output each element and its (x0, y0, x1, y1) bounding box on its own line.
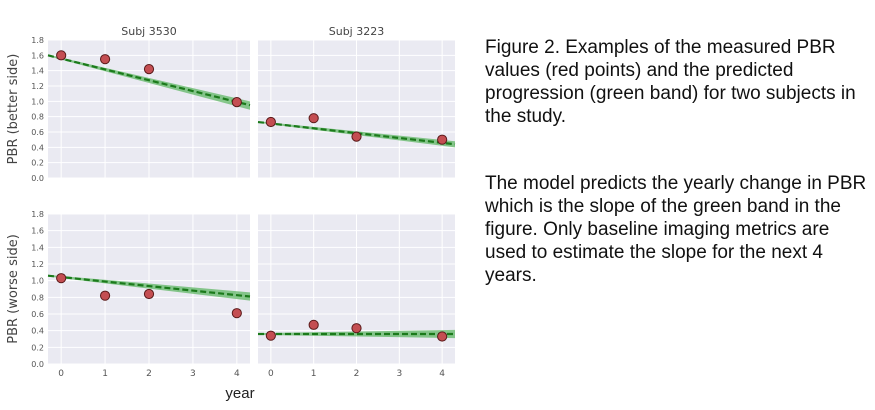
measured-point (143, 64, 155, 75)
y-tick-label: 0.2 (31, 343, 44, 352)
measured-point (265, 116, 276, 128)
measured-point (437, 134, 448, 145)
x-axis-label: year (225, 385, 254, 402)
y-tick-label: 1.6 (31, 51, 44, 60)
measured-point (99, 54, 111, 65)
y-tick-label: 1.0 (31, 277, 44, 286)
x-tick-label: 0 (58, 369, 64, 379)
caption-paragraph-2: The model predicts the yearly change in … (485, 173, 867, 286)
measured-point (308, 319, 319, 330)
y-tick-label: 0.4 (31, 143, 44, 152)
measured-point (265, 330, 276, 341)
measured-point (56, 273, 67, 284)
measured-point (143, 288, 155, 300)
x-tick-label: 2 (354, 369, 360, 379)
y-tick-label: 0.0 (31, 174, 44, 183)
measured-point (351, 323, 362, 334)
y-tick-label: 0.4 (31, 327, 44, 336)
measured-point (231, 308, 242, 319)
y-tick-label: 0.0 (31, 360, 44, 369)
y-tick-label: 1.8 (31, 36, 44, 45)
x-tick-label: 3 (190, 369, 196, 379)
chart-figure: 0.0 0.2 0.4 0.6 0.8 1.0 1.2 1.4 1.6 1.8 Subj 3530 S… (6, 25, 456, 402)
y-tick-label: 1.2 (31, 260, 44, 269)
measured-point (351, 131, 362, 142)
y-tick-label: 1.6 (31, 227, 44, 236)
prediction-line (47, 54, 251, 107)
caption-paragraph-1: Figure 2. Examples of the measured PBR v… (485, 37, 856, 127)
measured-point (99, 290, 111, 301)
y-tick-label: 1.8 (31, 210, 44, 219)
y-tick-label: 0.6 (31, 310, 44, 319)
x-tick-label: 1 (311, 369, 317, 379)
column-title: Subj 3530 (121, 25, 176, 38)
y-tick-label: 1.0 (31, 97, 44, 106)
y-tick-label: 1.2 (31, 82, 44, 91)
x-tick-label: 4 (234, 369, 240, 379)
chart-svg: 0.0 0.2 0.4 0.6 0.8 1.0 1.2 1.4 1.6 1.8 Subj 3530 S… (6, 25, 456, 402)
y-tick-label: 1.4 (31, 243, 44, 252)
x-tick-label: 3 (396, 369, 402, 379)
measured-point (437, 331, 448, 342)
x-tick-label: 1 (102, 369, 108, 379)
prediction-line (47, 274, 251, 298)
y-tick-label: 0.6 (31, 128, 44, 137)
y-axis-label: PBR (worse side) (6, 234, 21, 344)
measured-point (308, 113, 319, 124)
y-axis-label: PBR (better side) (6, 54, 21, 165)
y-tick-label: 1.4 (31, 67, 44, 76)
prediction-band (258, 329, 455, 339)
x-tick-label: 0 (268, 369, 274, 379)
y-tick-label: 0.8 (31, 293, 44, 302)
y-tick-label: 0.2 (31, 159, 44, 168)
prediction-band (48, 54, 250, 110)
x-tick-label: 4 (439, 369, 445, 379)
x-tick-label: 2 (146, 369, 152, 379)
y-tick-label: 0.8 (31, 113, 44, 122)
measured-point (56, 50, 67, 61)
column-title: Subj 3223 (329, 25, 384, 38)
measured-point (231, 97, 242, 108)
